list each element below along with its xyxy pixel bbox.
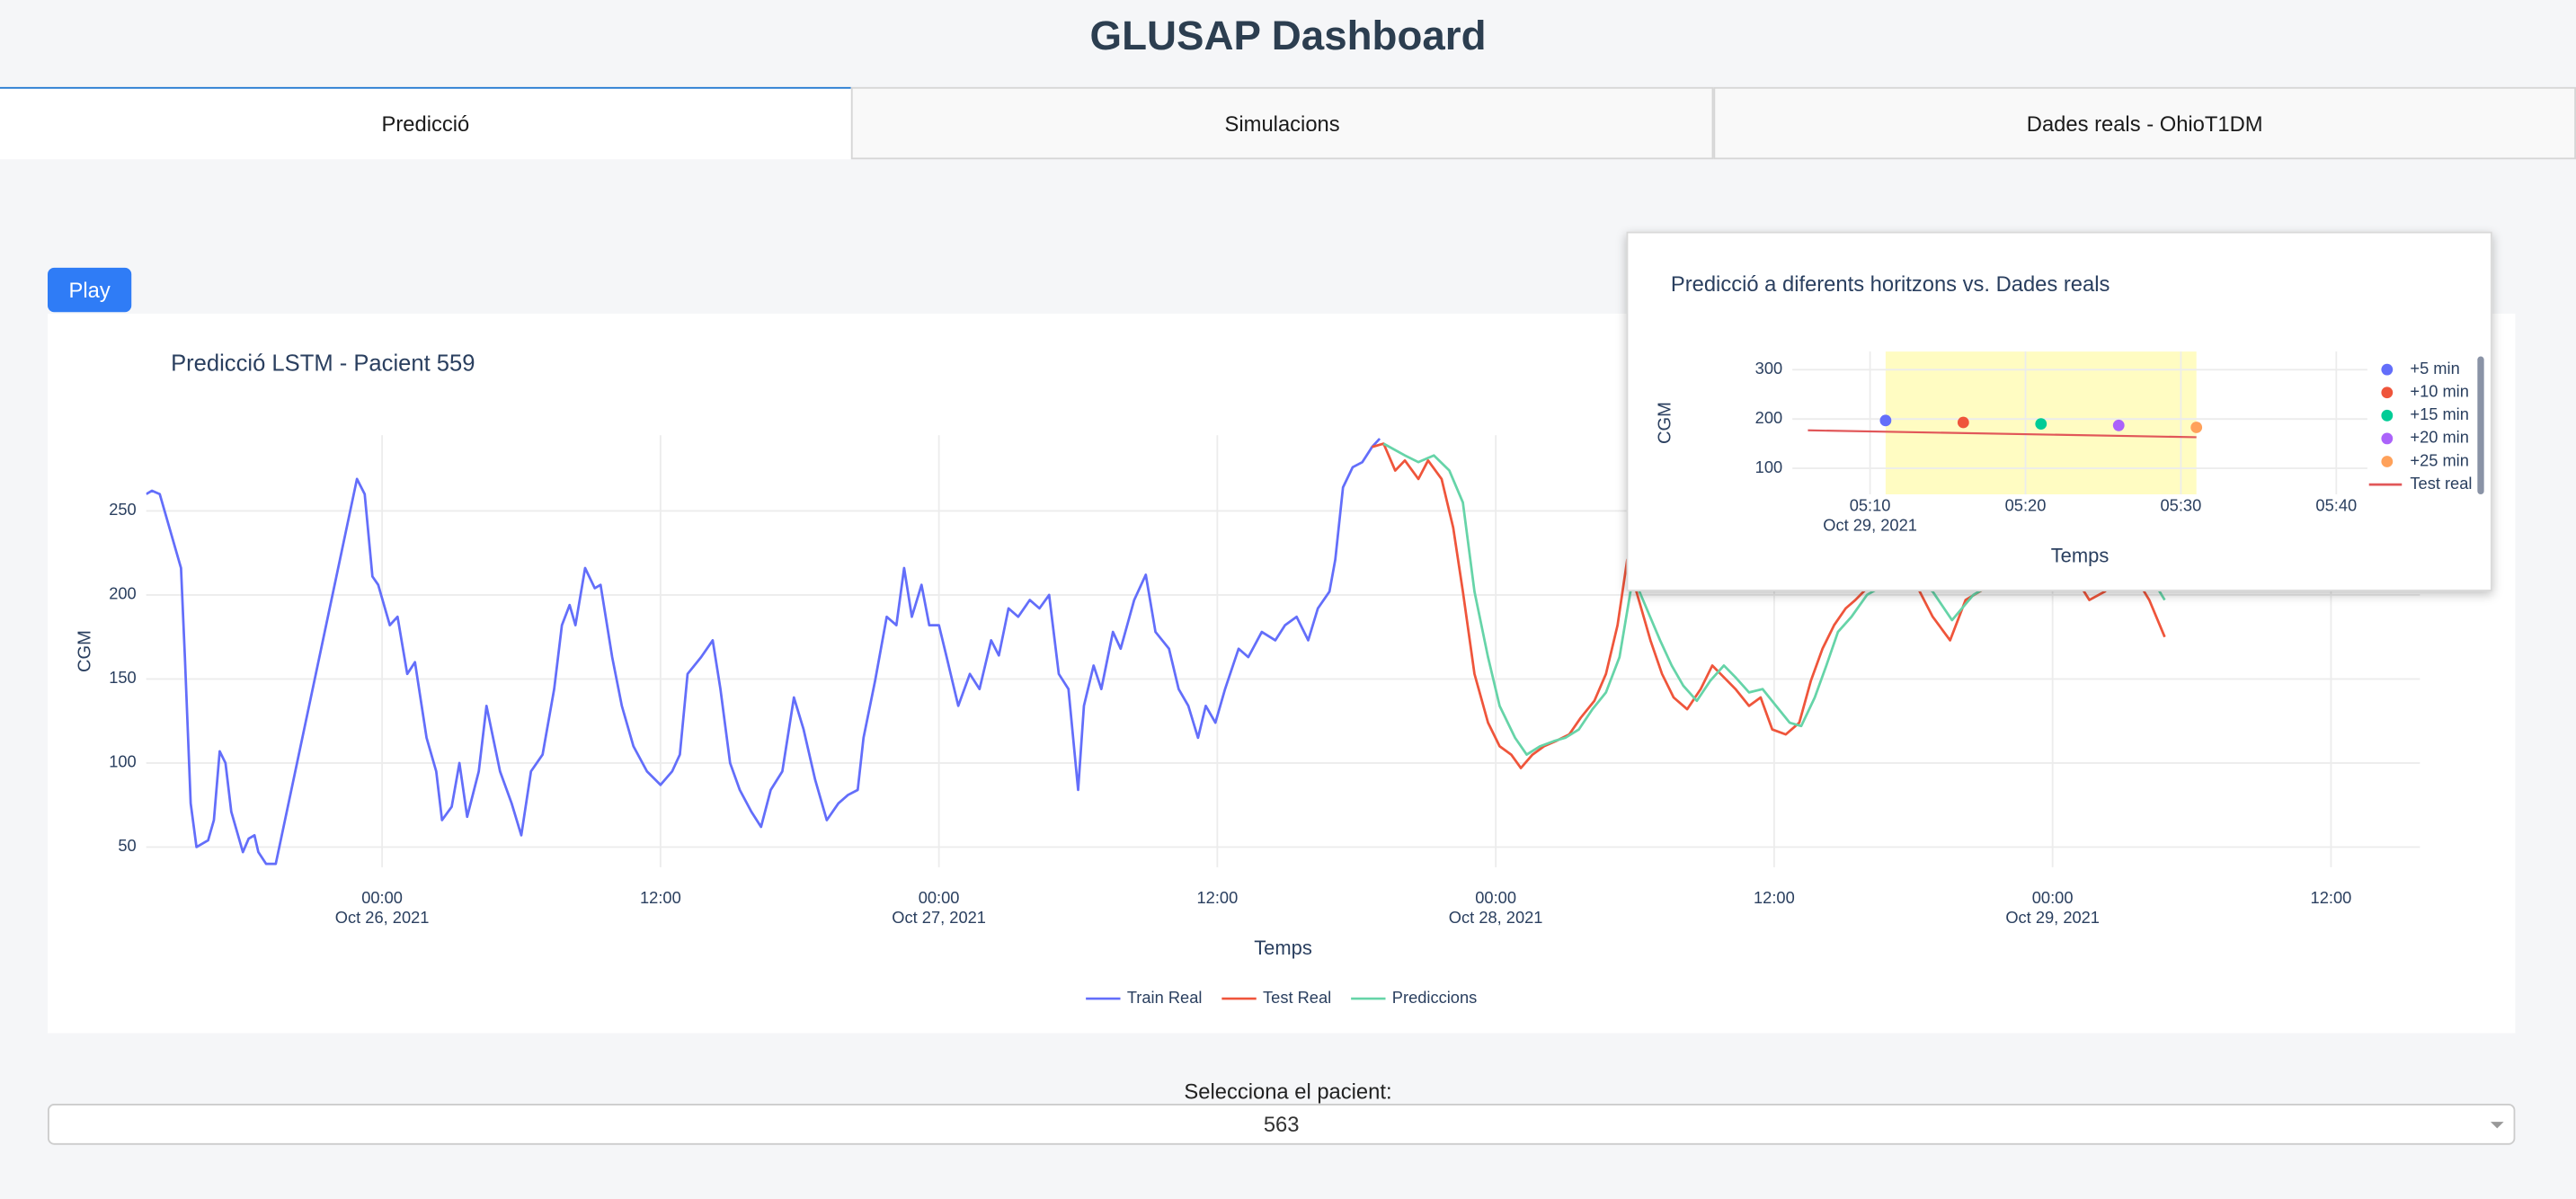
x-tick-label: 00:00 Oct 28, 2021 [1448, 890, 1543, 928]
legend-label: +5 min [2410, 359, 2459, 377]
data-point [2112, 419, 2125, 431]
data-point [2035, 418, 2047, 431]
patient-select[interactable]: 563 [48, 1104, 2516, 1145]
x-tick-label: 00:00 Oct 27, 2021 [892, 890, 986, 928]
select-caret [2490, 1122, 2504, 1129]
series-line [1808, 429, 2197, 439]
tab[interactable]: Simulacions [850, 86, 1714, 160]
x-tick-label: 05:40 [2315, 497, 2358, 516]
x-tick-label: 12:00 [1196, 890, 1239, 909]
legend-label: +25 min [2410, 450, 2469, 469]
legend-swatch [2381, 409, 2394, 422]
y-tick-label: 250 [109, 500, 136, 519]
data-point [2190, 422, 2203, 433]
y-axis-title: CGM [1656, 402, 1675, 444]
main-chart: 50 100 150 200 250 Predicció LSTM - Pacient 5… [75, 351, 2421, 1007]
y-tick-label: 100 [109, 752, 136, 771]
y-tick-label: 200 [1755, 408, 1782, 427]
inset-chart: 100 200 300 Predicció a diferents horitzons… [1656, 272, 2484, 566]
data-point [1957, 416, 1969, 429]
legend-swatch [2381, 432, 2394, 445]
legend-label: Test real [2410, 474, 2472, 493]
legend-swatch [2381, 363, 2394, 376]
x-tick-label: 00:00 Oct 29, 2021 [2005, 890, 2100, 928]
inset-chart-card: 100 200 300 Predicció a diferents horitzons… [1626, 231, 2492, 591]
chart-title: Predicció a diferents horitzons vs. Dade… [1671, 272, 2110, 297]
select-value: 563 [1263, 1112, 1300, 1137]
y-tick-label: 50 [118, 836, 136, 855]
x-axis-title: Temps [2051, 544, 2110, 566]
x-tick-label: 12:00 [1754, 890, 1795, 909]
x-tick-label: 00:00 Oct 26, 2021 [334, 890, 430, 928]
legend-label: +15 min [2410, 404, 2469, 423]
x-tick-label: 05:30 [2160, 497, 2202, 516]
x-tick-label: 05:10 Oct 29, 2021 [1823, 497, 1917, 536]
tab[interactable]: Predicció [0, 86, 851, 160]
y-tick-label: 100 [1755, 457, 1782, 476]
data-point [1879, 414, 1892, 427]
tab-bar: Predicció Simulacions Dades reals - Ohio… [0, 86, 2576, 160]
legend-swatch [2381, 456, 2394, 467]
tab[interactable]: Dades reals - OhioT1DM [1713, 86, 2576, 160]
play-button[interactable]: Play [48, 267, 132, 313]
y-tick-label: 150 [109, 668, 136, 687]
selector-label: Selecciona el pacient: [1184, 1079, 1392, 1105]
legend-label: +20 min [2410, 428, 2469, 447]
scrollbar [2477, 356, 2484, 495]
series-line [1382, 442, 2166, 756]
x-tick-label: 12:00 [639, 890, 681, 909]
page-title: GLUSAP Dashboard [1089, 13, 1487, 59]
x-tick-label: 12:00 [2310, 890, 2352, 909]
series-line [146, 438, 1381, 866]
x-tick-label: 05:20 [2004, 497, 2047, 516]
legend-swatch [2381, 386, 2394, 399]
legend-label: Test Real [1263, 988, 1331, 1007]
legend: Train Real Test Real Prediccions [1086, 988, 1477, 1007]
y-axis-title: CGM [75, 630, 94, 672]
y-tick-label: 200 [109, 584, 136, 603]
legend-label: Train Real [1127, 988, 1203, 1007]
legend-label: +10 min [2410, 382, 2469, 401]
series-line [1372, 442, 2166, 769]
y-tick-label: 300 [1755, 359, 1782, 377]
x-axis-title: Temps [1254, 937, 1312, 959]
legend-label: Prediccions [1392, 988, 1477, 1007]
chart-title: Predicció LSTM - Pacient 559 [171, 351, 475, 376]
